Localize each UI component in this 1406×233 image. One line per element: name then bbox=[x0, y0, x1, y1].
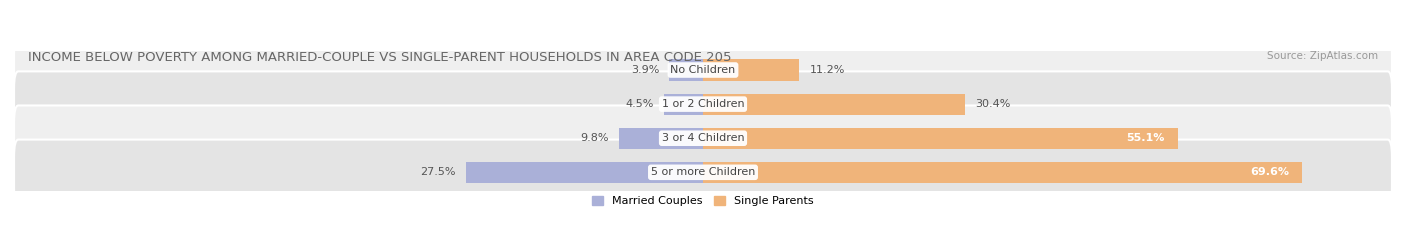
Text: 9.8%: 9.8% bbox=[579, 133, 609, 143]
Text: No Children: No Children bbox=[671, 65, 735, 75]
Bar bbox=[669, 59, 703, 81]
FancyBboxPatch shape bbox=[14, 37, 1392, 103]
Text: INCOME BELOW POVERTY AMONG MARRIED-COUPLE VS SINGLE-PARENT HOUSEHOLDS IN AREA CO: INCOME BELOW POVERTY AMONG MARRIED-COUPL… bbox=[28, 51, 731, 64]
Text: 3.9%: 3.9% bbox=[631, 65, 659, 75]
Text: 27.5%: 27.5% bbox=[420, 167, 456, 177]
Text: 5 or more Children: 5 or more Children bbox=[651, 167, 755, 177]
Text: 3 or 4 Children: 3 or 4 Children bbox=[662, 133, 744, 143]
Legend: Married Couples, Single Parents: Married Couples, Single Parents bbox=[588, 192, 818, 211]
Text: 55.1%: 55.1% bbox=[1126, 133, 1164, 143]
FancyBboxPatch shape bbox=[14, 106, 1392, 171]
Bar bbox=[703, 128, 1177, 149]
Bar bbox=[703, 162, 1302, 183]
Text: 69.6%: 69.6% bbox=[1250, 167, 1289, 177]
Bar bbox=[703, 93, 965, 115]
Bar bbox=[664, 93, 703, 115]
Bar bbox=[619, 128, 703, 149]
Text: 11.2%: 11.2% bbox=[810, 65, 845, 75]
Text: 4.5%: 4.5% bbox=[626, 99, 654, 109]
Bar bbox=[703, 59, 800, 81]
FancyBboxPatch shape bbox=[14, 140, 1392, 205]
Text: 1 or 2 Children: 1 or 2 Children bbox=[662, 99, 744, 109]
Bar bbox=[467, 162, 703, 183]
Text: Source: ZipAtlas.com: Source: ZipAtlas.com bbox=[1267, 51, 1378, 61]
Text: 30.4%: 30.4% bbox=[976, 99, 1011, 109]
FancyBboxPatch shape bbox=[14, 71, 1392, 137]
